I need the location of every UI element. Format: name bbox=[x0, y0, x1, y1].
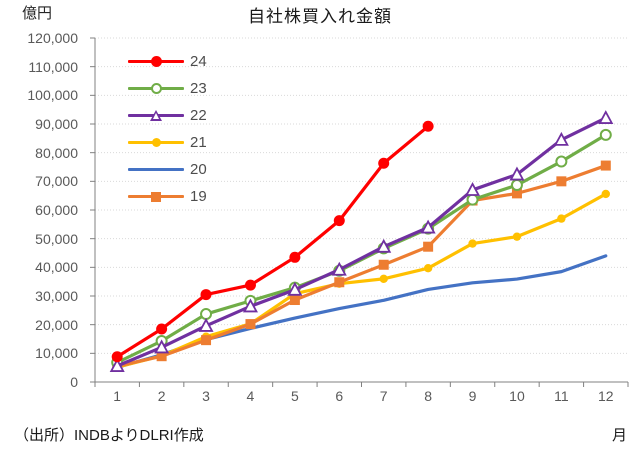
y-tick-label: 80,000 bbox=[35, 144, 78, 161]
legend-swatch-23 bbox=[128, 80, 184, 98]
x-tick-label: 4 bbox=[246, 388, 255, 404]
x-tick-label: 1 bbox=[113, 388, 122, 404]
legend-label: 22 bbox=[190, 107, 207, 124]
x-tick-label: 3 bbox=[202, 388, 210, 404]
x-tick-label: 9 bbox=[468, 388, 477, 404]
y-tick-label: 100,000 bbox=[27, 87, 78, 104]
series-22 bbox=[109, 110, 614, 372]
legend-square-filled-icon bbox=[151, 191, 161, 202]
x-tick-label: 10 bbox=[509, 388, 525, 404]
x-tick-label: 11 bbox=[554, 388, 569, 404]
chart-title: 自社株買入れ金額 bbox=[248, 7, 392, 26]
legend-swatch-21 bbox=[128, 134, 184, 152]
legend-label: 21 bbox=[190, 134, 207, 151]
y-tick-label: 40,000 bbox=[35, 259, 78, 276]
legend-item-20[interactable]: 20 bbox=[128, 156, 236, 183]
legend-item-21[interactable]: 21 bbox=[128, 129, 236, 156]
legend-swatch-22 bbox=[128, 107, 184, 125]
y-tick-label: 20,000 bbox=[35, 316, 78, 333]
legend-triangle-inner bbox=[152, 112, 159, 119]
y-tick-label: 50,000 bbox=[35, 230, 78, 247]
x-tick-label: 8 bbox=[424, 388, 433, 404]
y-axis-unit-label: 億円 bbox=[22, 5, 53, 22]
axis-lines bbox=[90, 37, 629, 387]
chart-legend: 24 23 22 21 20 19 bbox=[128, 48, 236, 210]
x-axis-unit-label: 月 bbox=[612, 427, 628, 444]
legend-dot-icon bbox=[151, 138, 161, 147]
y-tick-label: 0 bbox=[70, 374, 78, 390]
legend-triangle-open-icon bbox=[150, 109, 162, 121]
legend-swatch-19 bbox=[128, 188, 184, 206]
x-tick-label: 2 bbox=[157, 388, 166, 404]
x-tick-label: 6 bbox=[335, 388, 344, 404]
y-tick-label: 110,000 bbox=[28, 58, 78, 75]
x-tick-label: 7 bbox=[379, 388, 388, 404]
x-tick-label: 5 bbox=[290, 388, 299, 404]
legend-item-19[interactable]: 19 bbox=[128, 183, 236, 210]
legend-label: 20 bbox=[190, 161, 207, 178]
y-tick-label: 30,000 bbox=[35, 288, 78, 304]
y-tick-label: 90,000 bbox=[35, 116, 78, 132]
y-tick-label: 10,000 bbox=[35, 345, 78, 362]
y-axis-tick-labels: 120,000 110,000 100,000 90,000 80,000 70,000 6… bbox=[0, 0, 78, 458]
legend-swatch-24 bbox=[128, 53, 184, 71]
y-tick-label: 120,000 bbox=[27, 30, 78, 46]
series-24 bbox=[111, 120, 434, 363]
legend-circle-open-icon bbox=[150, 83, 162, 94]
legend-circle-filled-icon bbox=[150, 56, 162, 67]
source-note: （出所）INDBよりDLRI作成 bbox=[14, 427, 204, 444]
y-tick-label: 70,000 bbox=[35, 173, 78, 190]
legend-label: 19 bbox=[190, 188, 207, 205]
gridlines bbox=[95, 37, 628, 354]
legend-label: 24 bbox=[190, 53, 207, 70]
legend-item-24[interactable]: 24 bbox=[128, 48, 236, 75]
y-tick-label: 60,000 bbox=[35, 202, 78, 218]
legend-swatch-20 bbox=[128, 161, 184, 179]
series-21 bbox=[113, 189, 610, 372]
legend-line-icon bbox=[128, 167, 184, 172]
legend-label: 23 bbox=[190, 80, 207, 97]
legend-item-23[interactable]: 23 bbox=[128, 75, 236, 102]
x-tick-label: 12 bbox=[597, 388, 614, 404]
legend-item-22[interactable]: 22 bbox=[128, 102, 236, 129]
